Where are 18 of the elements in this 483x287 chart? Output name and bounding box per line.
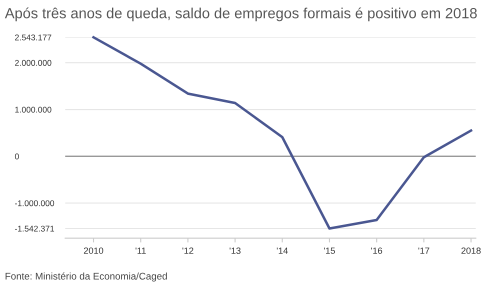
x-tick-label: '15 [324, 248, 335, 254]
y-tick-label: 2.543.177 [15, 34, 52, 40]
y-tick-label: -1.542.371 [14, 226, 54, 232]
y-tick-label: 2.000.000 [15, 60, 52, 66]
x-tick-label: 2018 [461, 247, 481, 254]
x-tick-label: '17 [418, 248, 430, 254]
x-tick-label: '14 [276, 248, 288, 254]
y-tick-label: 1.000.000 [15, 106, 52, 113]
y-tick-label: 0 [14, 154, 19, 160]
x-tick-label: '11 [136, 248, 146, 254]
x-tick-label: 2010 [84, 247, 104, 254]
chart-title: Após três anos de queda, saldo de empregos formais é positivo em 2018 [4, 7, 477, 22]
source-note: Fonte: Ministério da Economia/Caged [6, 272, 167, 282]
x-tick-label: '16 [371, 247, 382, 254]
x-tick-label: '12 [182, 247, 194, 254]
y-tick-label: -1.000.000 [14, 200, 54, 206]
line-series [92, 36, 472, 230]
x-tick-label: '13 [230, 247, 241, 254]
